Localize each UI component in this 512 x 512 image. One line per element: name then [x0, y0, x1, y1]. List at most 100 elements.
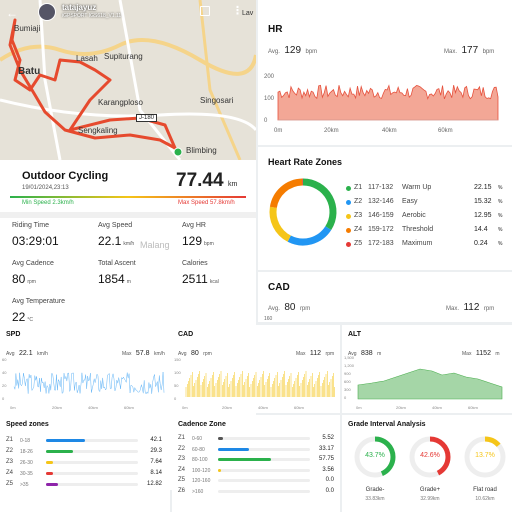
zone-bar-track	[46, 472, 138, 475]
cad2-avg: Avg 80 rpm	[178, 342, 212, 360]
alt-max-label: Max	[462, 351, 472, 357]
zone-dot-icon	[346, 214, 351, 219]
alt-card: ALT Avg 838 m Max 1152 m 1,500 1,200 900…	[342, 325, 512, 413]
more-icon[interactable]: ⋮	[232, 5, 243, 17]
hr-max-value: 177	[461, 45, 479, 56]
alt-xtick-60: 60km	[468, 405, 478, 410]
stat-value-row: 1854 m	[98, 270, 136, 288]
zone-name: Aerobic	[402, 212, 426, 219]
stat-value: 1854	[98, 272, 125, 286]
hr-card: HR Avg. 129 bpm Max. 177 bpm 200 100 0 0…	[258, 0, 512, 145]
donut-slice-z1	[302, 178, 337, 231]
map-label-blimbing: Blimbing	[186, 146, 217, 155]
zone-pct: 42.1	[150, 437, 162, 443]
zone-bar-fill	[46, 439, 85, 442]
zone-id: Z1	[354, 184, 363, 191]
cadence_zones-row: Z4 100-120 3.56	[172, 467, 340, 478]
zone-range: 0-18	[20, 438, 31, 444]
zone-range: 172-183	[368, 240, 394, 247]
zone-bar-track	[46, 483, 138, 486]
stat-value-row: 80 rpm	[12, 270, 54, 288]
zone-range: 80-100	[192, 457, 208, 463]
grade-name: Grade+	[419, 487, 441, 493]
stat-value: 80	[12, 272, 26, 286]
speed-gradient-bar	[10, 196, 246, 198]
zone-pct: 12.82	[146, 481, 162, 487]
zone-range: 26-30	[20, 460, 33, 466]
grade-item: 13.7% Flat road 10.62km	[460, 435, 510, 509]
avatar[interactable]	[38, 3, 56, 21]
zone-range: 117-132	[368, 184, 394, 191]
hr-xtick-40: 40km	[382, 128, 397, 134]
cad2-ytick-100: 100	[174, 370, 181, 375]
alt-ytick-900: 900	[344, 371, 351, 376]
grade-item: 43.7% Grade- 33.83km	[350, 435, 400, 509]
alt-max-value: 1152	[475, 350, 491, 357]
cad2-avg-value: 80	[190, 350, 199, 357]
hr-series	[277, 84, 499, 121]
cad2-series	[185, 371, 335, 397]
cad2-ytick-0: 0	[174, 396, 177, 401]
alt-ytick-1500: 1,500	[344, 355, 355, 360]
zone-pct: 3.56	[322, 466, 334, 473]
hr-max-label: Max.	[444, 49, 458, 55]
stat-value-row: 2511 kcal	[182, 270, 219, 288]
stat-label: Total Ascent	[98, 260, 136, 267]
cad2-xtick-20: 20km	[222, 405, 232, 410]
stat-value: 2511	[182, 272, 208, 286]
zone-bar-track	[218, 489, 310, 493]
stat-value-row: 03:29:01	[12, 232, 61, 250]
hr-xtick-60: 60km	[438, 128, 453, 134]
zone-dot-icon	[346, 242, 351, 247]
speed_zones-row: Z1 0-18 42.1	[0, 437, 170, 448]
hr-title: HR	[268, 24, 283, 35]
back-icon[interactable]: ←	[6, 6, 18, 20]
zone-dot-icon	[346, 200, 351, 205]
route-map[interactable]: ← tatajayuz iGPSPORT IGS618_V1.11 ⋮ Bumi…	[0, 0, 256, 160]
hr-avg-value: 129	[284, 45, 302, 56]
speed-zones-card: Speed zones Z1 0-18 42.1 Z2 18-26 29.3 Z3 26-30…	[0, 415, 170, 512]
hr-ytick-200: 200	[264, 74, 275, 80]
stat-label: Avg Temperature	[12, 298, 66, 305]
zone-pct-unit: %	[498, 213, 503, 219]
zone-range: 120-160	[192, 478, 211, 484]
share-icon[interactable]	[200, 6, 210, 16]
stat-label: Calories	[182, 260, 208, 267]
zone-pct: 0.0	[325, 477, 334, 483]
hr-ytick-0: 0	[264, 118, 268, 124]
cad-max-unit: rpm	[483, 306, 495, 312]
zone-id: Z4	[178, 466, 186, 473]
activity-date: 19/01/2024,23:13	[22, 185, 69, 191]
stat-unit: °C	[27, 317, 33, 323]
alt-max: Max 1152 m	[462, 342, 500, 360]
map-user-name: tatajayuz	[62, 3, 97, 12]
hr-avg: Avg. 129 bpm	[268, 40, 317, 58]
grade-ring-fill	[409, 436, 451, 478]
grade-pct: 43.7%	[365, 452, 385, 459]
zone-pct-unit: %	[498, 227, 503, 233]
stat-value: 22.1	[98, 234, 122, 248]
stat-value-row: 22.1 km/h	[98, 232, 134, 250]
stat-total-ascent: Total Ascent 1854 m	[98, 260, 136, 288]
zone-pct: 57.75	[318, 456, 334, 462]
grade-name: Flat road	[473, 487, 497, 493]
stat-avg-speed: Avg Speed 22.1 km/h	[98, 222, 134, 250]
total-distance: 77.44 km	[176, 170, 237, 192]
map-label-malang: Malang	[140, 240, 170, 250]
stat-value-row: 129 bpm	[182, 232, 214, 250]
alt-chart: 1,500 1,200 900 600 300 0 0m 20km 40km 6…	[344, 355, 503, 410]
map-label-supiturang: Supiturang	[104, 52, 143, 61]
hr-zones-title: Heart Rate Zones	[268, 157, 343, 167]
grade-dist: 33.83km	[365, 496, 385, 502]
hr-ytick-100: 100	[264, 96, 275, 102]
zone-range: 146-159	[368, 212, 394, 219]
zone-id: Z5	[178, 477, 186, 483]
zone-id: Z4	[6, 470, 14, 476]
map-label-bumiaji: Bumiaji	[14, 24, 41, 33]
grade-ring	[409, 436, 451, 478]
speed-zones-title: Speed zones	[6, 421, 49, 428]
cad2-max-label: Max	[296, 351, 306, 357]
zone-pct-unit: %	[498, 185, 503, 191]
spd-max: Max 57.8 km/h	[122, 342, 165, 360]
alt-ytick-1200: 1,200	[344, 363, 355, 368]
